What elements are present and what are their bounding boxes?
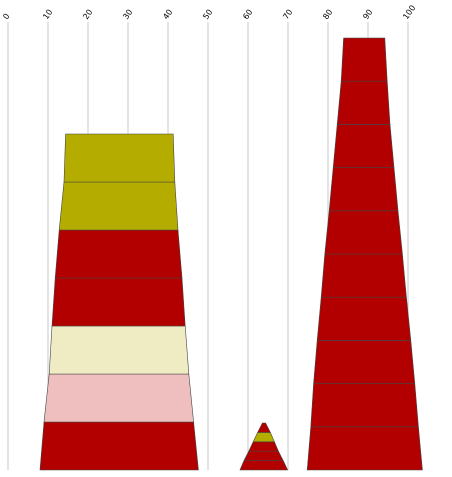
pyramid-1-layer-3 <box>48 325 190 375</box>
pyramid-2-layer-3 <box>248 441 279 452</box>
pyramid-3-layer-3 <box>313 340 416 384</box>
pyramid-1-layer-4 <box>51 277 186 327</box>
pyramid-1-layer-7 <box>63 133 176 183</box>
x-tick-label: 20 <box>81 8 94 22</box>
pyramid-3-layer-2 <box>310 383 419 428</box>
pyramid-1-layer-6 <box>58 181 179 231</box>
pyramid-2-layer-4 <box>252 432 275 443</box>
pyramid-1 <box>39 133 199 471</box>
x-tick-label: 50 <box>201 8 214 22</box>
pyramid-3-layer-5 <box>320 253 407 298</box>
pyramid-2 <box>239 422 289 471</box>
x-tick-label: 10 <box>41 8 54 22</box>
x-tick-label: 80 <box>321 8 334 22</box>
x-tick-label: 30 <box>121 8 134 22</box>
pyramid-1-layer-2 <box>43 373 194 423</box>
pyramid-3-layer-6 <box>324 210 403 255</box>
pyramid-3-layer-9 <box>336 80 391 125</box>
pyramid-2-layer-2 <box>243 450 284 461</box>
pyramid-3-layer-4 <box>316 296 412 341</box>
pyramid-1-layer-1 <box>39 421 199 471</box>
pyramid-3-layer-10 <box>340 37 388 82</box>
pyramid-3 <box>306 37 423 471</box>
x-tick-label: 40 <box>161 8 174 22</box>
pyramid-3-layer-1 <box>306 426 423 471</box>
x-tick-label: 60 <box>241 8 254 22</box>
pyramid-2-layer-1 <box>239 460 289 471</box>
pyramid-3-layer-8 <box>332 124 395 168</box>
x-tick-labels: 0 10 20 30 40 50 60 70 80 90 100 <box>1 3 417 21</box>
pyramid-3-layer-7 <box>328 167 399 212</box>
x-tick-label: 90 <box>361 8 374 22</box>
pyramid-2-layer-5 <box>257 422 271 433</box>
x-tick-label: 0 <box>1 12 11 21</box>
x-tick-label: 70 <box>281 8 294 22</box>
pyramid-groups <box>39 37 423 471</box>
pyramid-1-layer-5 <box>54 229 183 279</box>
x-tick-label: 100 <box>401 3 417 21</box>
